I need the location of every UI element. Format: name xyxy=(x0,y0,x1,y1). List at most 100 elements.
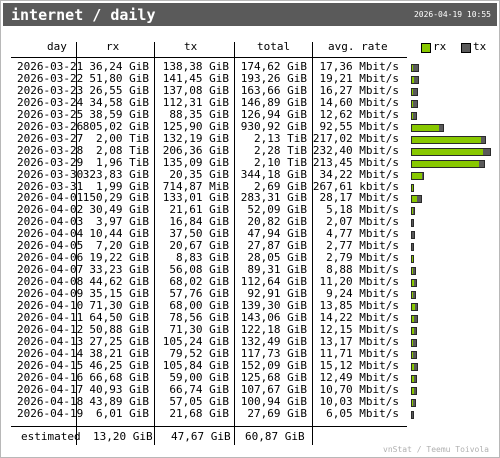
day-cell: 2026-03-25 xyxy=(17,108,84,121)
traffic-bar xyxy=(411,387,417,395)
traffic-bar xyxy=(411,291,416,299)
rx-bar-segment xyxy=(412,352,413,358)
column-divider xyxy=(76,42,77,445)
tx-cell: 135,09 GiB xyxy=(162,156,229,169)
rx-cell: 150,29 GiB xyxy=(82,191,149,204)
rate-cell: 10,70 Mbit/s xyxy=(319,383,399,396)
tx-cell: 68,00 GiB xyxy=(169,299,229,312)
rx-cell: 7,20 GiB xyxy=(96,239,149,252)
day-cell: 2026-04-05 xyxy=(17,239,84,252)
traffic-bar xyxy=(411,279,417,287)
traffic-bar xyxy=(411,160,485,168)
rx-bar-segment xyxy=(412,328,414,334)
traffic-bar xyxy=(411,267,416,275)
tx-cell: 133,01 GiB xyxy=(162,191,229,204)
rx-cell: 1,96 TiB xyxy=(96,156,149,169)
traffic-bar xyxy=(411,255,414,263)
traffic-bar xyxy=(411,327,417,335)
day-cell: 2026-04-02 xyxy=(17,203,84,216)
rate-cell: 12,49 Mbit/s xyxy=(319,371,399,384)
rate-cell: 2,07 Mbit/s xyxy=(326,215,399,228)
column-header-rx: rx xyxy=(106,40,120,53)
legend-rx-swatch xyxy=(421,43,431,53)
tx-cell: 57,76 GiB xyxy=(169,287,229,300)
total-cell: 174,62 GiB xyxy=(240,60,307,73)
rx-cell: 71,30 GiB xyxy=(89,299,149,312)
tx-cell: 105,24 GiB xyxy=(162,335,229,348)
rate-cell: 13,85 Mbit/s xyxy=(319,299,399,312)
tx-cell: 138,38 GiB xyxy=(162,60,229,73)
column-divider xyxy=(234,42,235,445)
rate-cell: 8,88 Mbit/s xyxy=(326,263,399,276)
rx-cell: 26,55 GiB xyxy=(89,84,149,97)
rx-bar-segment xyxy=(412,292,413,298)
tx-cell: 59,00 GiB xyxy=(169,371,229,384)
rx-bar-segment xyxy=(412,364,414,370)
day-cell: 2026-03-28 xyxy=(17,144,84,157)
rx-bar-segment xyxy=(412,185,413,191)
tx-cell: 79,52 GiB xyxy=(169,347,229,360)
total-cell: 152,09 GiB xyxy=(240,359,307,372)
total-cell: 2,13 TiB xyxy=(254,132,307,145)
day-cell: 2026-03-21 xyxy=(17,60,84,73)
rx-cell: 6,01 GiB xyxy=(96,407,149,420)
total-cell: 100,94 GiB xyxy=(240,395,307,408)
rate-cell: 6,05 Mbit/s xyxy=(326,407,399,420)
rx-bar-segment xyxy=(412,256,413,262)
legend-tx-label: tx xyxy=(473,40,487,53)
total-cell: 125,68 GiB xyxy=(240,371,307,384)
rx-bar-segment xyxy=(412,388,414,394)
rx-bar-segment xyxy=(412,113,413,119)
day-cell: 2026-03-26 xyxy=(17,120,84,133)
tx-cell: 105,84 GiB xyxy=(162,359,229,372)
estimated-label: estimated xyxy=(21,430,81,443)
rx-cell: 805,02 GiB xyxy=(82,120,149,133)
day-cell: 2026-03-31 xyxy=(17,180,84,193)
total-cell: 92,91 GiB xyxy=(247,287,307,300)
day-cell: 2026-04-10 xyxy=(17,299,84,312)
traffic-bar xyxy=(411,136,486,144)
traffic-bar xyxy=(411,148,491,156)
footer-credit: vnStat / Teemu Toivola xyxy=(383,445,489,454)
day-cell: 2026-03-22 xyxy=(17,72,84,85)
day-cell: 2026-04-08 xyxy=(17,275,84,288)
page-title: internet / daily xyxy=(11,6,156,24)
total-cell: 930,92 GiB xyxy=(240,120,307,133)
column-divider xyxy=(312,42,313,445)
tx-cell: 125,90 GiB xyxy=(162,120,229,133)
total-cell: 139,30 GiB xyxy=(240,299,307,312)
tx-cell: 57,05 GiB xyxy=(169,395,229,408)
rx-cell: 40,93 GiB xyxy=(89,383,149,396)
total-cell: 143,06 GiB xyxy=(240,311,307,324)
tx-cell: 20,67 GiB xyxy=(169,239,229,252)
column-header-avg-rate: avg. rate xyxy=(328,40,388,53)
rx-cell: 30,49 GiB xyxy=(89,203,149,216)
tx-cell: 37,50 GiB xyxy=(169,227,229,240)
rx-cell: 38,21 GiB xyxy=(89,347,149,360)
rate-cell: 12,62 Mbit/s xyxy=(319,108,399,121)
column-header-tx: tx xyxy=(184,40,198,53)
day-cell: 2026-04-04 xyxy=(17,227,84,240)
rate-cell: 10,03 Mbit/s xyxy=(319,395,399,408)
day-cell: 2026-03-24 xyxy=(17,96,84,109)
rate-cell: 11,71 Mbit/s xyxy=(319,347,399,360)
day-cell: 2026-03-23 xyxy=(17,84,84,97)
legend-tx-swatch xyxy=(461,43,471,53)
tx-cell: 88,35 GiB xyxy=(169,108,229,121)
total-cell: 146,89 GiB xyxy=(240,96,307,109)
rx-bar-segment xyxy=(412,101,413,107)
total-cell: 112,64 GiB xyxy=(240,275,307,288)
traffic-bar xyxy=(411,351,417,359)
estimated-rx: 13,20 GiB xyxy=(93,430,153,443)
rate-cell: 232,40 Mbit/s xyxy=(312,144,399,157)
total-cell: 283,31 GiB xyxy=(240,191,307,204)
day-cell: 2026-03-29 xyxy=(17,156,84,169)
estimate-divider xyxy=(11,426,407,427)
day-cell: 2026-04-15 xyxy=(17,359,84,372)
rate-cell: 16,27 Mbit/s xyxy=(319,84,399,97)
generated-timestamp: 2026-04-19 10:55 xyxy=(413,10,491,19)
day-cell: 2026-03-30 xyxy=(17,168,84,181)
rx-cell: 43,89 GiB xyxy=(89,395,149,408)
rate-cell: 34,22 Mbit/s xyxy=(319,168,399,181)
rx-cell: 46,25 GiB xyxy=(89,359,149,372)
